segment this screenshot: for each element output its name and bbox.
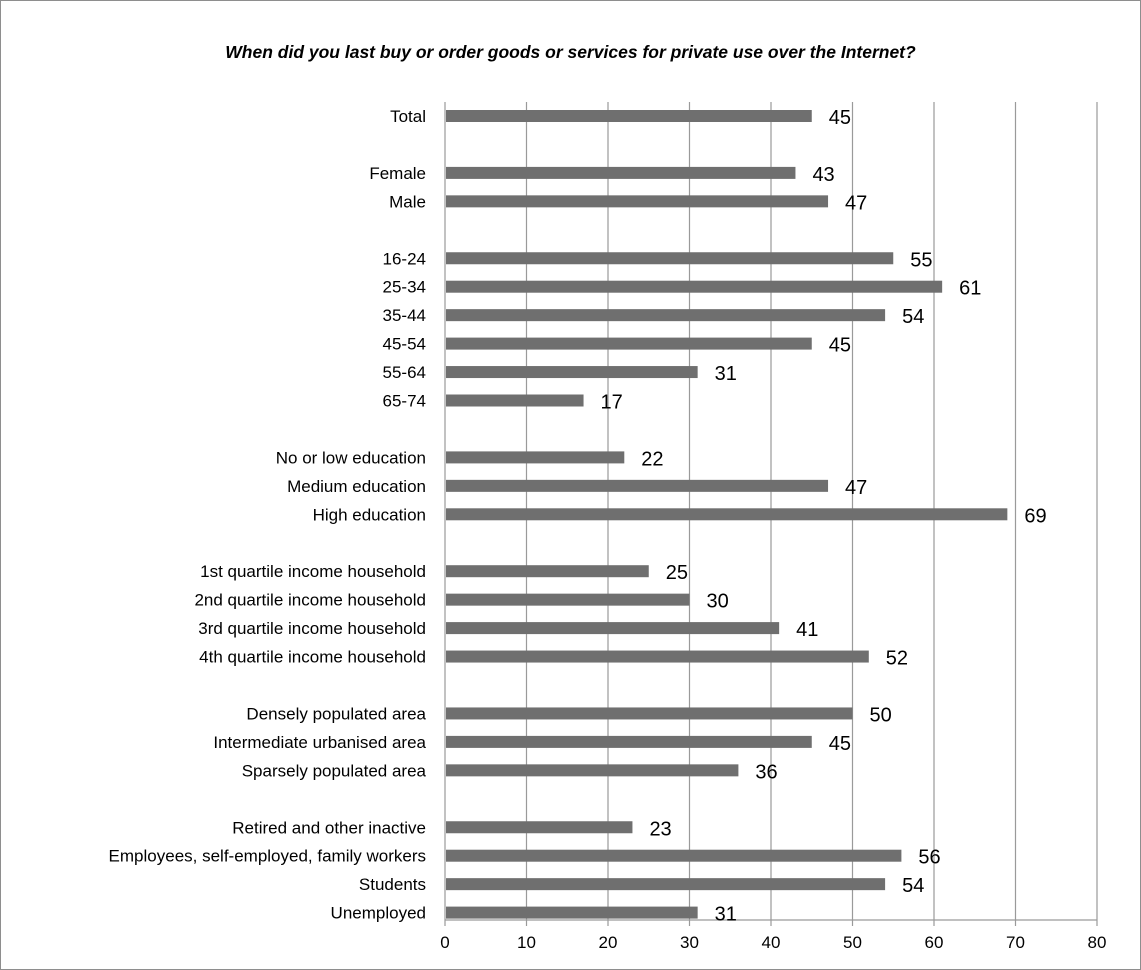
bar [446, 735, 812, 748]
data-label: 45 [829, 733, 851, 755]
category-label: Sparsely populated area [242, 761, 427, 780]
category-label: Medium education [287, 477, 426, 496]
bar [446, 650, 869, 663]
category-label: Unemployed [331, 904, 426, 923]
category-label: High education [313, 505, 426, 524]
bar [446, 906, 698, 919]
bar [446, 337, 812, 350]
data-label: 45 [829, 107, 851, 129]
category-label: Employees, self-employed, family workers [109, 847, 426, 866]
category-label: 45-54 [383, 335, 426, 354]
bar [446, 593, 690, 606]
bar [446, 366, 698, 379]
bar [446, 394, 584, 407]
bar [446, 451, 625, 464]
data-label: 31 [715, 904, 737, 926]
data-label: 23 [649, 818, 671, 840]
data-label: 54 [902, 306, 924, 328]
bar [446, 252, 894, 265]
data-label: 47 [845, 192, 867, 214]
data-label: 17 [601, 392, 623, 414]
data-label: 31 [715, 363, 737, 385]
x-tick-label: 20 [599, 933, 618, 952]
bar [446, 280, 943, 293]
x-tick-label: 0 [440, 933, 449, 952]
x-tick-label: 40 [762, 933, 781, 952]
data-label: 45 [829, 335, 851, 357]
bar [446, 707, 853, 720]
bar [446, 565, 649, 578]
category-label: Male [389, 192, 426, 211]
data-label: 52 [886, 648, 908, 670]
bar [446, 195, 829, 208]
category-label: 25-34 [383, 278, 426, 297]
category-label: Retired and other inactive [232, 818, 426, 837]
bar [446, 878, 886, 891]
category-label: Students [359, 875, 426, 894]
x-tick-label: 30 [680, 933, 699, 952]
data-label: 43 [812, 164, 834, 186]
chart-title: When did you last buy or order goods or … [225, 42, 916, 62]
x-tick-label: 50 [843, 933, 862, 952]
category-label: 3rd quartile income household [198, 619, 426, 638]
bar [446, 508, 1008, 521]
bar [446, 309, 886, 322]
bar [446, 166, 796, 179]
category-label: 65-74 [383, 392, 426, 411]
category-label: 35-44 [383, 306, 426, 325]
x-tick-label: 80 [1088, 933, 1107, 952]
data-label: 55 [910, 249, 932, 271]
data-label: 36 [755, 761, 777, 783]
category-label: Densely populated area [246, 704, 426, 723]
data-label: 69 [1024, 505, 1046, 527]
data-label: 50 [870, 704, 892, 726]
data-label: 25 [666, 562, 688, 584]
data-label: 41 [796, 619, 818, 641]
category-label: 4th quartile income household [199, 648, 426, 667]
category-label: 2nd quartile income household [194, 591, 426, 610]
x-tick-label: 70 [1006, 933, 1025, 952]
x-tick-label: 10 [517, 933, 536, 952]
data-label: 61 [959, 278, 981, 300]
data-label: 30 [707, 591, 729, 613]
bar [446, 764, 739, 777]
bar [446, 622, 780, 635]
category-label: Intermediate urbanised area [213, 733, 426, 752]
category-label: 1st quartile income household [200, 562, 426, 581]
category-label: Female [369, 164, 426, 183]
category-label: No or low education [276, 448, 426, 467]
data-label: 54 [902, 875, 924, 897]
x-tick-label: 60 [925, 933, 944, 952]
category-label: 55-64 [383, 363, 426, 382]
category-label: Total [390, 107, 426, 126]
bar [446, 479, 829, 492]
data-label: 56 [918, 847, 940, 869]
bar [446, 110, 812, 122]
bar [446, 849, 902, 862]
data-label: 47 [845, 477, 867, 499]
category-label: 16-24 [383, 249, 426, 268]
data-label: 22 [641, 448, 663, 470]
bar [446, 821, 633, 834]
